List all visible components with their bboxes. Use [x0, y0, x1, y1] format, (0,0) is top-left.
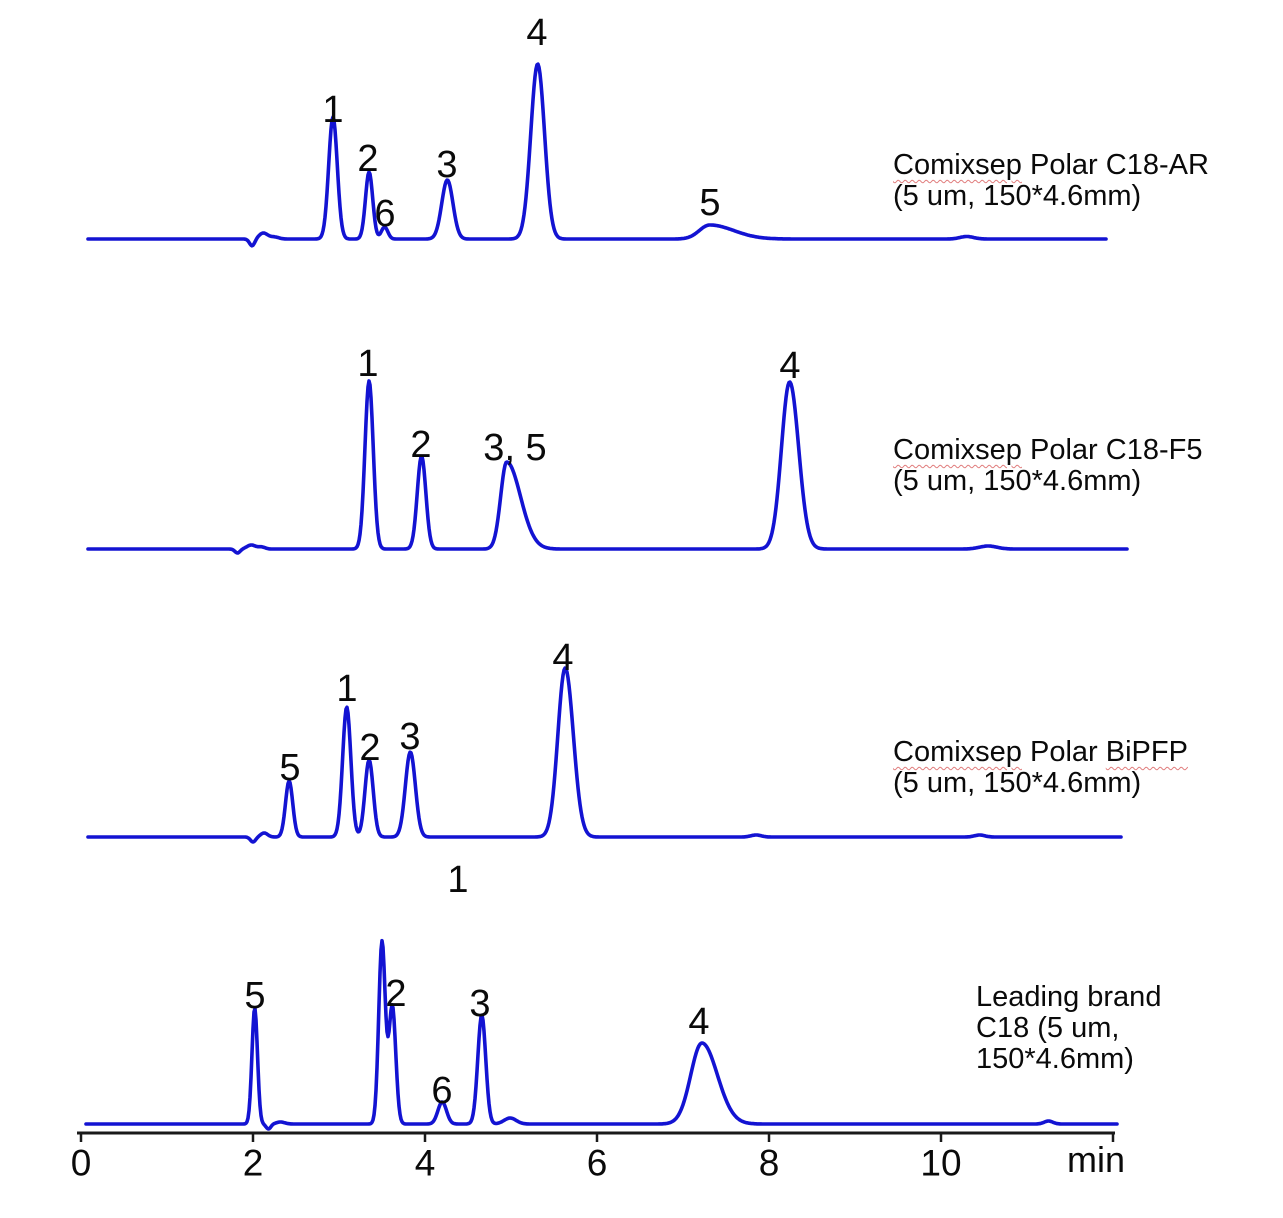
peak-label-comixsep-polar-c18-ar-5: 5: [699, 182, 721, 224]
caption-text: (5 um, 150*4.6mm): [893, 465, 1142, 497]
misspelled-word: BiPFP: [1105, 736, 1188, 768]
peak-label-comixsep-polar-c18-f5-4: 4: [779, 345, 801, 387]
peak-label-comixsep-polar-c18-f5-1: 1: [357, 343, 379, 385]
column-caption-line: Comixsep Polar C18-AR: [893, 150, 1209, 181]
column-caption-leading-brand: Leading brand C18 (5 um, 150*4.6mm): [976, 982, 1161, 1075]
peak-label-comixsep-polar-bipfp-1: 1: [336, 668, 358, 710]
peak-label-leading-brand-c18-5: 5: [244, 975, 266, 1017]
column-caption-line: (5 um, 150*4.6mm): [893, 466, 1202, 497]
column-caption-line: Comixsep Polar BiPFP: [893, 737, 1188, 768]
x-tick-label-2: 2: [242, 1142, 264, 1184]
trace-comixsep-polar-c18-f5: [86, 379, 1129, 555]
caption-text: (5 um, 150*4.6mm): [893, 767, 1142, 799]
column-caption-line: Comixsep Polar C18-F5: [893, 435, 1202, 466]
peak-label-comixsep-polar-bipfp-5: 5: [279, 747, 301, 789]
x-tick-label-6: 6: [586, 1142, 608, 1184]
x-tick-label-10: 10: [920, 1142, 962, 1184]
peak-label-comixsep-polar-c18-f5-3-5: 3, 5: [483, 427, 547, 469]
peak-label-leading-brand-c18-1: 1: [447, 859, 469, 901]
peak-label-comixsep-polar-c18-ar-1: 1: [322, 89, 344, 131]
peak-label-comixsep-polar-c18-ar-6: 6: [374, 193, 396, 235]
caption-text: C18 (5 um,: [976, 1012, 1120, 1044]
trace-comixsep-polar-c18-ar: [86, 62, 1108, 248]
peak-label-comixsep-polar-c18-ar-3: 3: [436, 144, 458, 186]
peak-label-leading-brand-c18-4: 4: [688, 1001, 710, 1043]
peak-label-comixsep-polar-c18-ar-4: 4: [526, 12, 548, 54]
misspelled-word: Comixsep: [893, 736, 1022, 768]
x-tick-label-8: 8: [758, 1142, 780, 1184]
caption-text: (5 um, 150*4.6mm): [893, 180, 1142, 212]
peak-label-leading-brand-c18-3: 3: [469, 983, 491, 1025]
peak-label-comixsep-polar-bipfp-3: 3: [399, 716, 421, 758]
x-tick-label-0: 0: [70, 1142, 92, 1184]
column-caption-c18-f5: Comixsep Polar C18-F5 (5 um, 150*4.6mm): [893, 435, 1202, 497]
caption-text: Polar C18-AR: [1021, 149, 1209, 181]
column-caption-line: (5 um, 150*4.6mm): [893, 768, 1188, 799]
x-axis-unit-label: min: [1066, 1139, 1126, 1180]
peak-label-comixsep-polar-bipfp-4: 4: [552, 637, 574, 679]
column-caption-line: C18 (5 um,: [976, 1013, 1161, 1044]
caption-text: Leading brand: [976, 981, 1162, 1013]
trace-comixsep-polar-bipfp: [86, 666, 1123, 844]
caption-text: Polar: [1021, 736, 1106, 768]
misspelled-word: Comixsep: [893, 149, 1022, 181]
peak-label-leading-brand-c18-6: 6: [431, 1070, 453, 1112]
column-caption-line: 150*4.6mm): [976, 1044, 1161, 1075]
trace-leading-brand-c18: [84, 938, 1119, 1131]
x-tick-label-4: 4: [414, 1142, 436, 1184]
caption-text: 150*4.6mm): [976, 1043, 1134, 1075]
peak-label-comixsep-polar-bipfp-2: 2: [359, 727, 381, 769]
peak-label-leading-brand-c18-2: 2: [385, 973, 407, 1015]
peak-label-comixsep-polar-c18-f5-2: 2: [410, 424, 432, 466]
column-caption-line: Leading brand: [976, 982, 1161, 1013]
column-caption-line: (5 um, 150*4.6mm): [893, 181, 1209, 212]
column-caption-c18-ar: Comixsep Polar C18-AR (5 um, 150*4.6mm): [893, 150, 1209, 212]
caption-text: Polar C18-F5: [1021, 434, 1203, 466]
column-caption-bipfp: Comixsep Polar BiPFP (5 um, 150*4.6mm): [893, 737, 1188, 799]
misspelled-word: Comixsep: [893, 434, 1022, 466]
peak-label-comixsep-polar-c18-ar-2: 2: [357, 138, 379, 180]
